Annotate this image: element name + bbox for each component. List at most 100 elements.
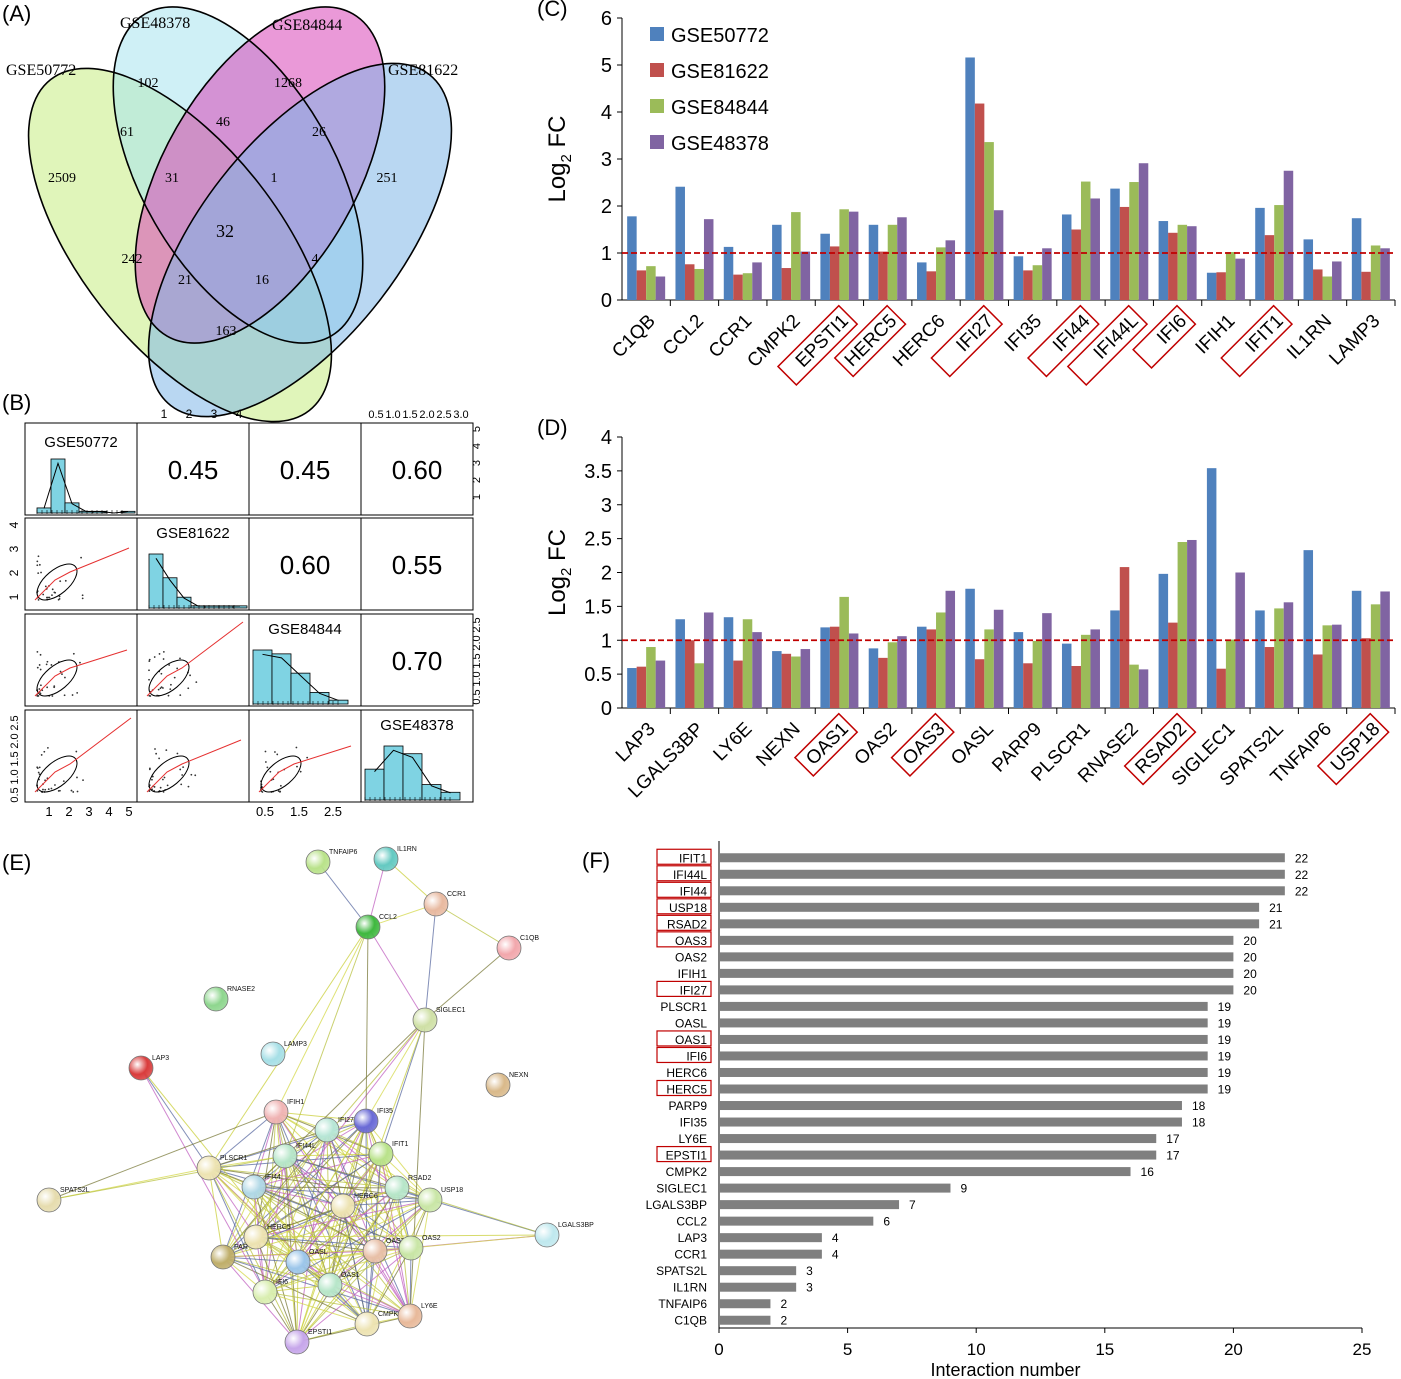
legend-swatch bbox=[650, 99, 664, 113]
node-label: TNFAIP6 bbox=[329, 849, 358, 856]
x-tick-group: OAS2 bbox=[851, 719, 902, 770]
network-edge bbox=[424, 947, 510, 1021]
y-tick-label: 2 bbox=[601, 196, 612, 218]
network-node bbox=[368, 1141, 394, 1167]
y-tick-label: HERC5 bbox=[666, 1083, 707, 1097]
axis-tick-label: 1.5 bbox=[471, 653, 483, 668]
bar bbox=[1313, 654, 1323, 708]
scatter-point bbox=[306, 756, 309, 759]
y-tick-label: 1 bbox=[601, 243, 612, 265]
bar bbox=[627, 216, 637, 300]
data-label: 4 bbox=[832, 1248, 839, 1262]
bar bbox=[1187, 539, 1197, 708]
network-edge bbox=[380, 1153, 412, 1249]
network-edge bbox=[380, 1153, 411, 1317]
correlation-value: 0.55 bbox=[392, 550, 443, 580]
venn-set-label: GSE50772 bbox=[6, 62, 76, 79]
venn-region-count: 251 bbox=[377, 171, 398, 186]
x-tick-group: NEXN bbox=[752, 719, 804, 771]
scatter-point bbox=[162, 658, 165, 660]
highlight-box bbox=[656, 931, 712, 948]
bar bbox=[945, 590, 956, 708]
x-tick-group: USP18 bbox=[1316, 712, 1390, 786]
node-label: RSAD2 bbox=[408, 1175, 431, 1182]
histogram-bar bbox=[383, 745, 404, 801]
bar bbox=[1303, 550, 1314, 708]
axis-tick-label: 2.0 bbox=[419, 409, 434, 421]
network-edge bbox=[253, 1186, 299, 1263]
network-node bbox=[196, 1155, 222, 1181]
axis-tick-label: 4 bbox=[471, 443, 483, 449]
bar bbox=[1206, 468, 1217, 708]
legend-label: GSE84844 bbox=[671, 97, 769, 119]
x-tick-label: HERC6 bbox=[889, 311, 949, 371]
network-edge bbox=[326, 1129, 331, 1286]
network-node bbox=[362, 1238, 388, 1264]
bar bbox=[719, 1051, 1208, 1061]
bar bbox=[791, 656, 801, 708]
bar bbox=[839, 596, 849, 708]
axis-tick-label: 2.5 bbox=[324, 804, 342, 819]
bar bbox=[878, 251, 888, 300]
node-label: HERC6 bbox=[354, 1193, 378, 1200]
bar bbox=[1061, 643, 1072, 708]
scatter-point bbox=[59, 670, 62, 673]
bar bbox=[719, 1134, 1157, 1144]
data-label: 22 bbox=[1295, 884, 1309, 898]
bar bbox=[1129, 664, 1139, 708]
scatter-point bbox=[38, 766, 41, 769]
bar bbox=[781, 268, 792, 300]
y-tick-label: PARP9 bbox=[669, 1099, 708, 1113]
legend-swatch bbox=[650, 27, 664, 41]
network-edge bbox=[329, 1284, 411, 1317]
bar bbox=[742, 619, 753, 708]
scatter-point bbox=[44, 788, 47, 791]
y-tick-label: 0 bbox=[601, 698, 612, 720]
variable-label: GSE48378 bbox=[380, 717, 453, 734]
density-curve bbox=[374, 749, 451, 794]
x-tick-label: 15 bbox=[1095, 1340, 1114, 1359]
lowess-line bbox=[258, 745, 352, 793]
bar bbox=[820, 627, 830, 708]
bar bbox=[926, 271, 937, 300]
bar bbox=[993, 210, 1004, 300]
data-label: 20 bbox=[1243, 934, 1257, 948]
bar bbox=[878, 657, 888, 708]
x-tick-group: HERC6 bbox=[889, 311, 949, 371]
bar bbox=[926, 629, 937, 708]
confidence-ellipse bbox=[36, 563, 78, 601]
x-tick-label: 0 bbox=[714, 1340, 723, 1359]
scatter-point bbox=[38, 688, 41, 690]
axis-tick-label: 3.0 bbox=[453, 409, 468, 421]
scatter-point bbox=[166, 784, 169, 787]
node-label: OAS3 bbox=[386, 1238, 405, 1245]
network-edge bbox=[264, 1019, 426, 1293]
data-label: 18 bbox=[1192, 1099, 1206, 1113]
scatter-point bbox=[148, 660, 151, 662]
bar bbox=[1071, 665, 1081, 708]
scatter-point bbox=[148, 669, 150, 672]
scatter-point bbox=[36, 650, 39, 653]
scatter-point bbox=[37, 598, 40, 601]
network-edge bbox=[208, 1167, 266, 1293]
network-edge bbox=[255, 1019, 426, 1238]
data-label: 2 bbox=[780, 1314, 787, 1328]
scatter-point bbox=[59, 580, 62, 583]
axis-tick-label: 2.5 bbox=[436, 409, 451, 421]
x-tick-group: OAS1 bbox=[793, 712, 859, 778]
scatter-point bbox=[168, 664, 171, 666]
data-label: 3 bbox=[806, 1281, 813, 1295]
bar bbox=[1090, 198, 1100, 300]
panel-label-f: (F) bbox=[582, 848, 610, 873]
bar bbox=[1216, 668, 1226, 708]
bar bbox=[868, 648, 879, 708]
scatter-point bbox=[48, 596, 51, 599]
legend-label: GSE50772 bbox=[671, 25, 769, 47]
bar bbox=[1158, 221, 1169, 300]
network-node bbox=[317, 1272, 343, 1298]
bar bbox=[719, 902, 1260, 912]
scatter-point bbox=[36, 560, 39, 563]
axis-tick-label: 1.0 bbox=[9, 769, 21, 784]
y-tick-label: IFIH1 bbox=[678, 967, 708, 981]
data-label: 2 bbox=[780, 1297, 787, 1311]
